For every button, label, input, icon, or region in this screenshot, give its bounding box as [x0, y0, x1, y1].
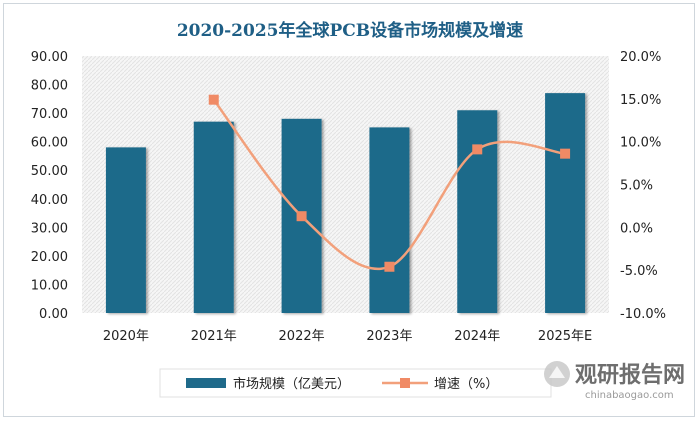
growth-marker: [296, 211, 307, 222]
right-tick-label: 0.0%: [620, 221, 653, 236]
right-tick-label: 10.0%: [620, 136, 661, 151]
bar: [369, 127, 410, 313]
legend: 市场规模（亿美元） 增速（%）: [159, 368, 552, 398]
line-series: [208, 94, 571, 272]
category-label: 2022年: [279, 329, 325, 344]
right-tick-label: 15.0%: [620, 93, 661, 108]
right-tick-label: -5.0%: [620, 264, 658, 279]
left-tick-label: 40.00: [31, 193, 68, 208]
chart-title: 2020-2025年全球PCB设备市场规模及增速: [177, 20, 523, 41]
bar: [457, 110, 498, 313]
bar: [105, 147, 146, 313]
left-tick-label: 20.00: [31, 250, 68, 265]
right-tick-label: 5.0%: [620, 179, 653, 194]
legend-bar-label: 市场规模（亿美元）: [233, 376, 350, 392]
legend-bar-swatch: [186, 378, 226, 388]
left-tick-label: 90.00: [31, 50, 68, 65]
left-tick-label: 0.00: [39, 307, 68, 322]
left-tick-label: 80.00: [31, 79, 68, 94]
legend-line-label: 增速（%）: [434, 377, 498, 392]
bar-series: [105, 93, 586, 313]
watermark-en: chinabaogao.com: [585, 390, 674, 401]
category-axis: 2020年 2021年 2022年 2023年 2024年 2025年E: [103, 329, 592, 344]
plot-area: [82, 56, 609, 313]
growth-marker: [384, 261, 395, 272]
legend-line-marker: [400, 378, 410, 388]
category-label: 2021年: [191, 329, 237, 344]
right-tick-label: -10.0%: [620, 307, 666, 322]
left-tick-label: 70.00: [31, 107, 68, 122]
category-label: 2025年E: [538, 329, 592, 344]
right-tick-label: 20.0%: [620, 50, 661, 65]
left-axis: 0.00 10.00 20.00 30.00 40.00 50.00 60.00 70.00 8…: [31, 50, 68, 322]
growth-marker: [208, 94, 219, 105]
growth-marker: [472, 144, 483, 155]
watermark-cn: 观研报告网: [575, 363, 685, 388]
bar: [545, 93, 586, 313]
category-label: 2024年: [454, 329, 500, 344]
growth-marker: [560, 148, 571, 159]
left-tick-label: 50.00: [31, 164, 68, 179]
left-tick-label: 60.00: [31, 136, 68, 151]
category-label: 2023年: [366, 329, 412, 344]
bar: [193, 121, 234, 313]
left-tick-label: 30.00: [31, 221, 68, 236]
right-axis: -10.0% -5.0% 0.0% 5.0% 10.0% 15.0% 20.0%: [620, 50, 666, 322]
category-label: 2020年: [103, 329, 149, 344]
watermark: 观研报告网 chinabaogao.com: [544, 361, 685, 401]
left-tick-label: 10.00: [31, 278, 68, 293]
